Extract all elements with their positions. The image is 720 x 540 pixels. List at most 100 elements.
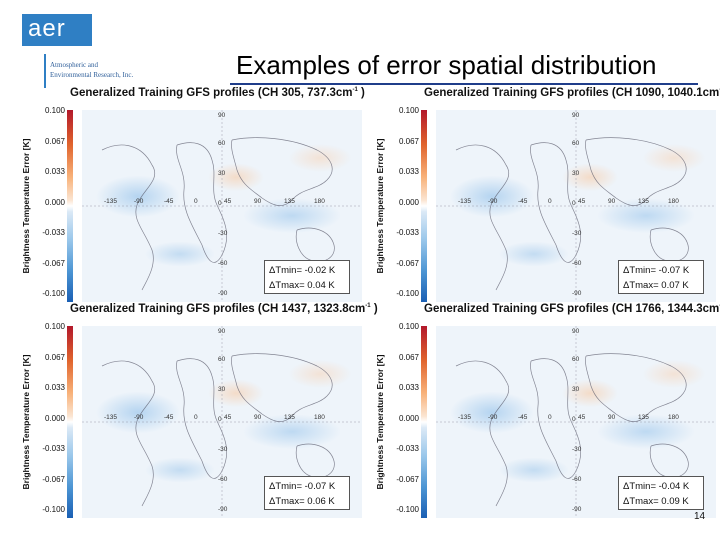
colorbar-tick: 0.100	[44, 322, 65, 331]
delta-t-max: ΔTmax= 0.07 K	[623, 280, 689, 291]
aer-logo-line1: Atmospheric and	[50, 61, 99, 69]
colorbar-tick: 0.100	[44, 106, 65, 115]
error-map-panel-ch1090: Generalized Training GFS profiles (CH 10…	[366, 87, 720, 302]
colorbar-tick: 0.000	[44, 197, 65, 207]
longitude-label: -90	[488, 198, 498, 205]
longitude-label: -135	[458, 414, 472, 421]
colorbar-tick: 0.000	[398, 197, 419, 207]
coastline-outline	[82, 326, 362, 518]
latitude-label: -90	[572, 506, 582, 513]
colorbar-tick: -0.033	[396, 228, 419, 237]
colorbar-tick: 0.000	[398, 413, 419, 423]
latitude-label: -60	[218, 260, 228, 267]
longitude-label: -90	[134, 198, 144, 205]
latitude-label: 60	[572, 140, 580, 147]
error-map: 90 60 30 0 -30 -60 -90 -135 -90 -45 0 45 90 135 180 ΔTm…	[436, 110, 716, 302]
latitude-label: -90	[218, 290, 228, 297]
longitude-label: 180	[314, 414, 325, 421]
longitude-label: 45	[224, 414, 232, 421]
longitude-label: -45	[518, 198, 528, 205]
latitude-label: 60	[572, 356, 580, 363]
aer-logo-divider	[44, 54, 46, 88]
colorbar-tick: -0.100	[396, 505, 419, 514]
aer-logo-text: aer	[28, 15, 66, 42]
latitude-label: -60	[572, 476, 582, 483]
coastline-outline	[436, 110, 716, 302]
panel-title-text: Generalized Training GFS profiles (CH 17…	[424, 303, 720, 315]
colorbar-tick: -0.033	[42, 228, 65, 237]
colorbar-tick: -0.033	[42, 444, 65, 453]
longitude-label: 45	[224, 198, 232, 205]
longitude-label: 0	[548, 414, 552, 421]
slide-title: Examples of error spatial distribution	[236, 50, 657, 80]
longitude-label: 90	[608, 414, 616, 421]
latitude-label: 30	[572, 386, 580, 393]
error-map-panel-ch305: Generalized Training GFS profiles (CH 30…	[12, 87, 365, 302]
colorbar-tick: 0.067	[44, 136, 65, 146]
delta-t-min: ΔTmin= -0.04 K	[623, 481, 690, 492]
longitude-label: 135	[284, 414, 295, 421]
latitude-label: 0	[218, 416, 222, 423]
coastline-outline	[436, 326, 716, 518]
delta-t-legend: ΔTmin= -0.07 K ΔTmax= 0.07 K	[618, 260, 704, 294]
panel-title: Generalized Training GFS profiles (CH 14…	[70, 303, 378, 315]
latitude-label: 0	[572, 416, 576, 423]
delta-t-legend: ΔTmin= -0.02 K ΔTmax= 0.04 K	[264, 260, 350, 294]
longitude-label: 90	[608, 198, 616, 205]
colorbar-tick: 0.067	[398, 136, 419, 146]
latitude-label: -90	[572, 290, 582, 297]
page-number: 14	[694, 511, 706, 522]
title-underline	[230, 83, 698, 85]
error-map: 90 60 30 0 -30 -60 -90 -135 -90 -45 0 45 90 135 180 ΔTm…	[436, 326, 716, 518]
error-map-panel-ch1437: Generalized Training GFS profiles (CH 14…	[12, 303, 378, 518]
delta-t-max: ΔTmax= 0.06 K	[269, 496, 335, 507]
panel-title-close: )	[357, 87, 365, 99]
latitude-label: 60	[218, 356, 226, 363]
panel-title: Generalized Training GFS profiles (CH 17…	[424, 303, 720, 315]
panel-title: Generalized Training GFS profiles (CH 30…	[70, 87, 365, 99]
delta-t-min: ΔTmin= -0.07 K	[623, 265, 690, 276]
colorbar-tick: 0.100	[398, 106, 419, 115]
longitude-label: 0	[194, 198, 198, 205]
longitude-label: -135	[104, 198, 118, 205]
aer-logo-line2: Environmental Research, Inc.	[50, 71, 134, 79]
longitude-label: 90	[254, 198, 262, 205]
longitude-label: -90	[134, 414, 144, 421]
colorbar-tick: 0.067	[398, 352, 419, 362]
latitude-label: 0	[572, 200, 576, 207]
colorbar-tick: -0.100	[42, 505, 65, 514]
latitude-label: -30	[572, 230, 582, 237]
colorbar-label: Brightness Temperature Error [K]	[21, 354, 31, 490]
colorbar-label: Brightness Temperature Error [K]	[375, 354, 385, 490]
delta-t-min: ΔTmin= -0.02 K	[269, 265, 336, 276]
panel-title-close: )	[370, 303, 378, 315]
colorbar	[421, 110, 427, 302]
panel-title: Generalized Training GFS profiles (CH 10…	[424, 87, 720, 99]
longitude-label: 180	[668, 414, 679, 421]
colorbar-tick: 0.033	[44, 383, 65, 392]
longitude-label: 180	[314, 198, 325, 205]
colorbar	[67, 110, 73, 302]
longitude-label: 135	[638, 414, 649, 421]
colorbar-tick: -0.100	[396, 289, 419, 298]
panel-title-unit-exponent: -1	[365, 303, 371, 310]
longitude-label: 45	[578, 198, 586, 205]
longitude-label: 135	[638, 198, 649, 205]
longitude-label: 0	[548, 198, 552, 205]
latitude-label: 90	[572, 112, 580, 119]
error-map-panel-ch1766: Generalized Training GFS profiles (CH 17…	[366, 303, 720, 518]
latitude-label: 30	[218, 386, 226, 393]
longitude-label: 0	[194, 414, 198, 421]
latitude-label: 30	[572, 170, 580, 177]
latitude-label: -30	[572, 446, 582, 453]
error-map: 90 60 30 0 -30 -60 -90 -135 -90 -45 0 45 90 135 180 ΔTm…	[82, 110, 362, 302]
delta-t-legend: ΔTmin= -0.04 K ΔTmax= 0.09 K	[618, 476, 704, 510]
latitude-label: 90	[572, 328, 580, 335]
colorbar-tick: 0.033	[398, 167, 419, 176]
longitude-label: -90	[488, 414, 498, 421]
panel-title-text: Generalized Training GFS profiles (CH 30…	[70, 87, 353, 99]
error-map: 90 60 30 0 -30 -60 -90 -135 -90 -45 0 45 90 135 180 ΔTm…	[82, 326, 362, 518]
longitude-label: 135	[284, 198, 295, 205]
colorbar	[67, 326, 73, 518]
colorbar-tick: -0.067	[42, 474, 65, 484]
